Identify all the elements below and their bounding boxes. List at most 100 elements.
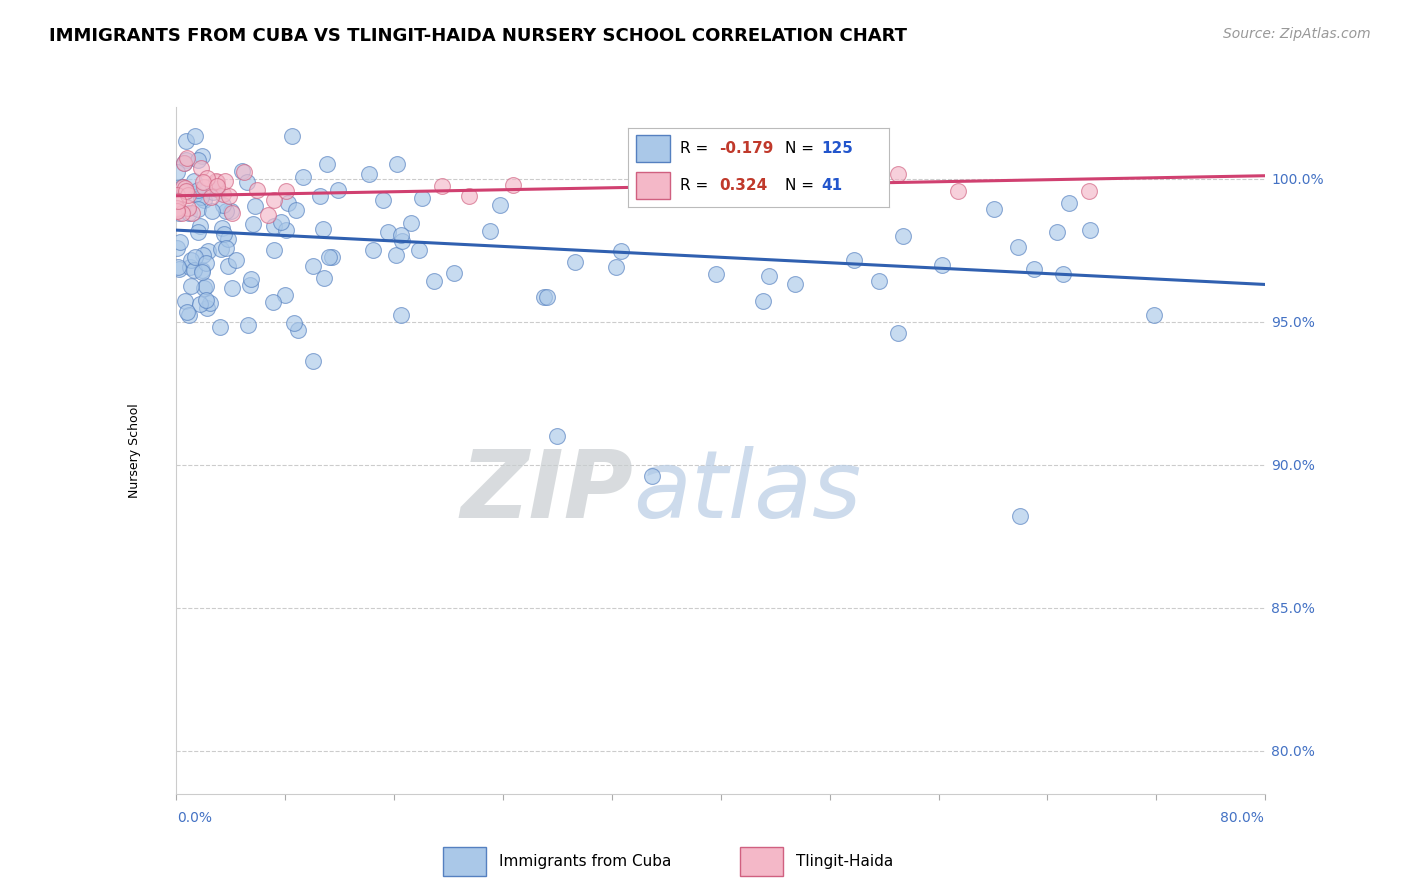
Point: [218, 188, 240, 202]
Point: [166, 241, 188, 255]
Text: IMMIGRANTS FROM CUBA VS TLINGIT-HAIDA NURSERY SCHOOL CORRELATION CHART: IMMIGRANTS FROM CUBA VS TLINGIT-HAIDA NU…: [49, 27, 907, 45]
Point: [263, 219, 285, 233]
Point: [285, 202, 308, 217]
Text: 125: 125: [821, 141, 853, 156]
Point: [205, 175, 228, 189]
Point: [283, 316, 305, 330]
Point: [167, 206, 190, 220]
Point: [610, 244, 633, 259]
Point: [887, 167, 910, 181]
Point: [211, 198, 233, 212]
Point: [315, 156, 337, 170]
Point: [193, 180, 215, 194]
Point: [190, 161, 212, 175]
Point: [221, 281, 243, 295]
Point: [167, 261, 190, 276]
Point: [190, 190, 212, 204]
FancyBboxPatch shape: [740, 847, 783, 876]
Point: [309, 189, 332, 203]
Point: [205, 182, 228, 196]
Point: [276, 222, 298, 236]
Point: [312, 222, 335, 236]
Point: [359, 167, 381, 181]
Point: [274, 184, 297, 198]
Point: [1143, 308, 1166, 322]
Point: [868, 274, 890, 288]
Point: [180, 253, 202, 268]
Point: [301, 259, 323, 273]
Point: [173, 156, 195, 170]
Text: R =: R =: [681, 178, 713, 193]
Point: [186, 153, 208, 167]
Point: [202, 185, 225, 199]
Point: [644, 177, 666, 191]
Point: [239, 272, 262, 286]
Point: [371, 193, 394, 207]
Point: [389, 227, 412, 242]
Point: [188, 219, 211, 234]
Point: [236, 175, 259, 189]
Point: [605, 260, 627, 274]
Point: [931, 258, 953, 272]
Point: [193, 193, 215, 207]
Point: [262, 295, 284, 310]
Point: [195, 301, 218, 315]
Point: [785, 277, 807, 291]
Text: 41: 41: [821, 178, 842, 193]
Text: atlas: atlas: [633, 446, 862, 537]
Point: [195, 293, 218, 307]
Text: Nursery School: Nursery School: [128, 403, 141, 498]
Point: [478, 224, 501, 238]
Point: [166, 201, 188, 215]
Text: R =: R =: [681, 141, 713, 156]
Point: [167, 260, 190, 275]
Point: [242, 218, 264, 232]
Point: [312, 270, 335, 285]
Point: [704, 267, 727, 281]
Point: [280, 128, 302, 143]
Point: [489, 198, 512, 212]
Point: [430, 179, 453, 194]
Point: [183, 174, 205, 188]
Text: N =: N =: [785, 178, 824, 193]
Point: [166, 165, 188, 179]
Point: [177, 206, 200, 220]
Point: [361, 243, 384, 257]
Point: [948, 184, 970, 198]
Point: [217, 260, 239, 274]
Point: [219, 204, 242, 219]
Point: [181, 206, 204, 220]
Point: [176, 305, 198, 319]
Point: [174, 184, 197, 198]
Point: [546, 429, 568, 443]
Point: [389, 308, 412, 322]
Point: [287, 322, 309, 336]
Point: [239, 277, 262, 292]
Point: [277, 196, 299, 211]
Point: [187, 225, 209, 239]
Point: [169, 235, 191, 250]
Point: [408, 243, 430, 257]
Point: [221, 206, 243, 220]
Point: [893, 228, 915, 243]
Point: [191, 265, 214, 279]
Point: [191, 149, 214, 163]
Point: [641, 469, 664, 483]
Point: [211, 221, 233, 235]
Point: [1007, 240, 1029, 254]
Point: [174, 294, 197, 309]
Point: [197, 244, 219, 258]
Point: [246, 183, 269, 197]
Point: [391, 235, 413, 249]
Point: [187, 202, 209, 216]
Point: [1077, 184, 1099, 198]
Point: [183, 251, 205, 265]
Point: [238, 318, 260, 332]
Point: [205, 179, 228, 194]
Point: [193, 281, 215, 295]
Point: [270, 215, 292, 229]
Point: [536, 289, 558, 303]
Text: -0.179: -0.179: [720, 141, 773, 156]
Point: [274, 288, 297, 302]
Point: [166, 202, 188, 216]
